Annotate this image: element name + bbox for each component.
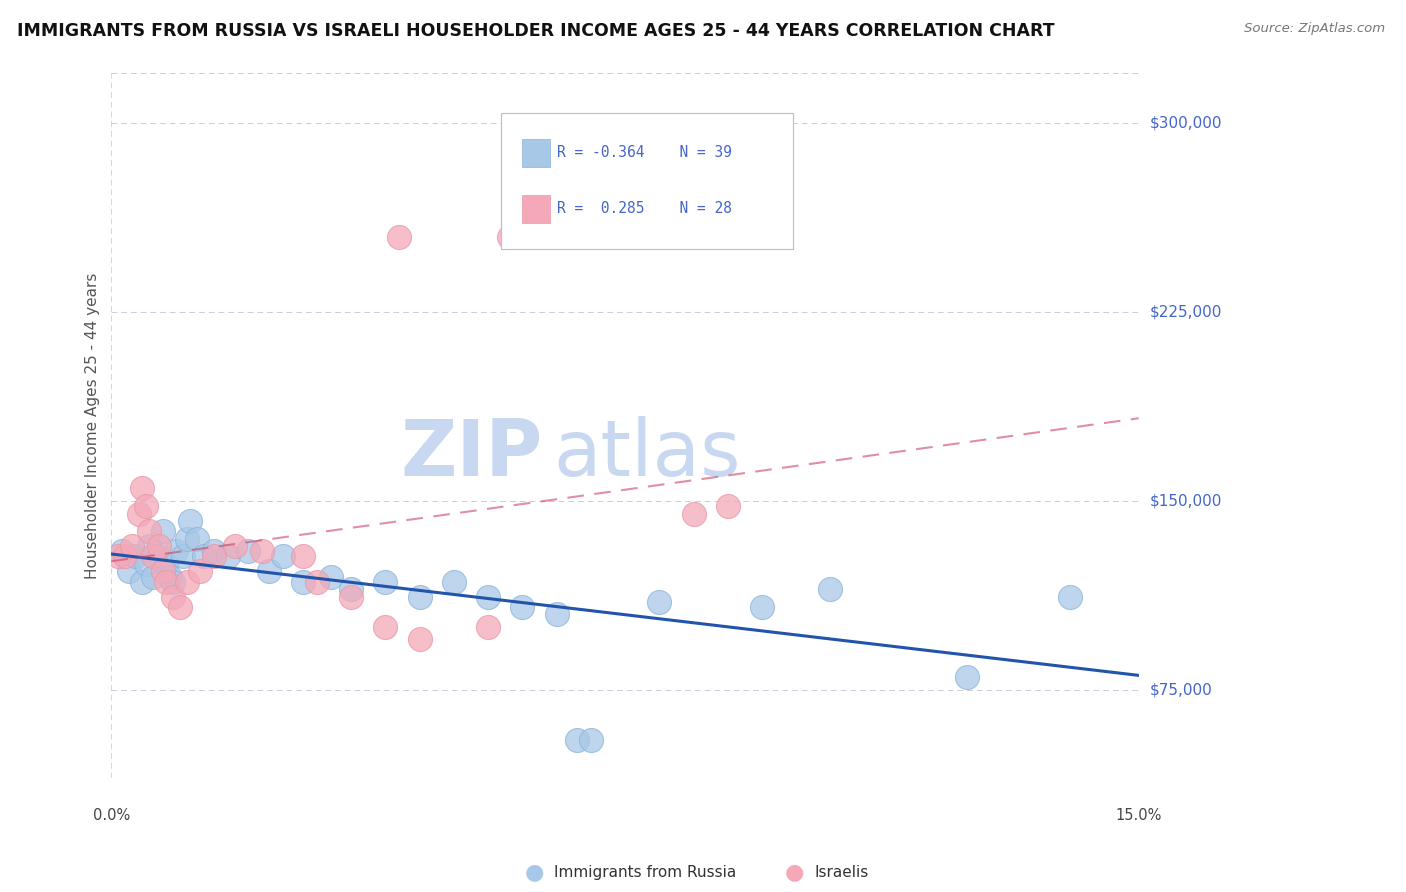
Text: $300,000: $300,000 (1150, 116, 1222, 131)
Text: R =  0.285    N = 28: R = 0.285 N = 28 (557, 202, 733, 217)
Point (477, 590, 499, 604)
Point (408, 632, 430, 647)
Point (510, 599, 533, 614)
Point (292, 574, 315, 589)
Point (648, 595, 671, 609)
Point (107, 549, 129, 564)
Point (305, 574, 328, 589)
Text: 15.0%: 15.0% (1115, 808, 1161, 823)
Point (176, 532, 198, 546)
Point (176, 574, 198, 589)
Point (820, 582, 842, 596)
Point (117, 565, 139, 579)
Point (190, 565, 212, 579)
Point (128, 507, 150, 521)
Point (238, 544, 260, 558)
Point (162, 590, 184, 604)
Point (141, 549, 163, 564)
Point (751, 599, 773, 614)
Text: Source: ZipAtlas.com: Source: ZipAtlas.com (1244, 22, 1385, 36)
Point (682, 507, 704, 521)
Point (138, 524, 160, 539)
Point (340, 590, 363, 604)
Point (155, 557, 177, 571)
Point (148, 539, 170, 553)
Point (131, 574, 153, 589)
Point (111, 544, 134, 558)
Text: atlas: atlas (553, 416, 741, 491)
Point (135, 499, 157, 513)
Point (124, 549, 146, 564)
Point (166, 544, 188, 558)
Point (152, 524, 174, 539)
Text: Israelis: Israelis (814, 865, 869, 880)
Text: $225,000: $225,000 (1150, 305, 1222, 319)
Text: 0.0%: 0.0% (93, 808, 129, 823)
Point (148, 549, 170, 564)
Point (131, 482, 153, 496)
Point (224, 539, 246, 553)
Point (292, 549, 315, 564)
Y-axis label: Householder Income Ages 25 - 44 years: Householder Income Ages 25 - 44 years (86, 272, 100, 579)
Point (155, 574, 177, 589)
Point (257, 565, 280, 579)
Point (179, 514, 201, 528)
Point (565, 733, 588, 747)
Point (193, 549, 215, 564)
Point (141, 569, 163, 583)
Point (271, 549, 294, 564)
Point (374, 620, 396, 634)
Point (579, 733, 602, 747)
Text: $150,000: $150,000 (1150, 493, 1222, 508)
Text: ZIP: ZIP (401, 416, 543, 491)
Point (135, 557, 157, 571)
Point (138, 539, 160, 553)
Point (250, 544, 273, 558)
Point (319, 569, 342, 583)
Text: ●: ● (785, 863, 804, 882)
Point (340, 582, 363, 596)
Text: $75,000: $75,000 (1150, 682, 1212, 698)
Point (202, 549, 225, 564)
Text: Immigrants from Russia: Immigrants from Russia (554, 865, 737, 880)
Point (546, 607, 568, 622)
Point (162, 574, 184, 589)
Point (159, 569, 181, 583)
Text: ●: ● (524, 863, 544, 882)
Text: IMMIGRANTS FROM RUSSIA VS ISRAELI HOUSEHOLDER INCOME AGES 25 - 44 YEARS CORRELAT: IMMIGRANTS FROM RUSSIA VS ISRAELI HOUSEH… (17, 22, 1054, 40)
Point (956, 670, 979, 684)
Point (388, 229, 411, 244)
Point (443, 574, 465, 589)
Point (1059, 590, 1081, 604)
Point (374, 574, 396, 589)
Point (717, 499, 740, 513)
Point (186, 532, 208, 546)
Point (202, 544, 225, 558)
Point (152, 565, 174, 579)
Point (169, 599, 191, 614)
Point (121, 539, 143, 553)
Point (477, 620, 499, 634)
Point (498, 229, 520, 244)
Point (408, 590, 430, 604)
Point (217, 549, 239, 564)
Point (172, 549, 194, 564)
Point (114, 549, 136, 564)
Text: R = -0.364    N = 39: R = -0.364 N = 39 (557, 145, 733, 161)
